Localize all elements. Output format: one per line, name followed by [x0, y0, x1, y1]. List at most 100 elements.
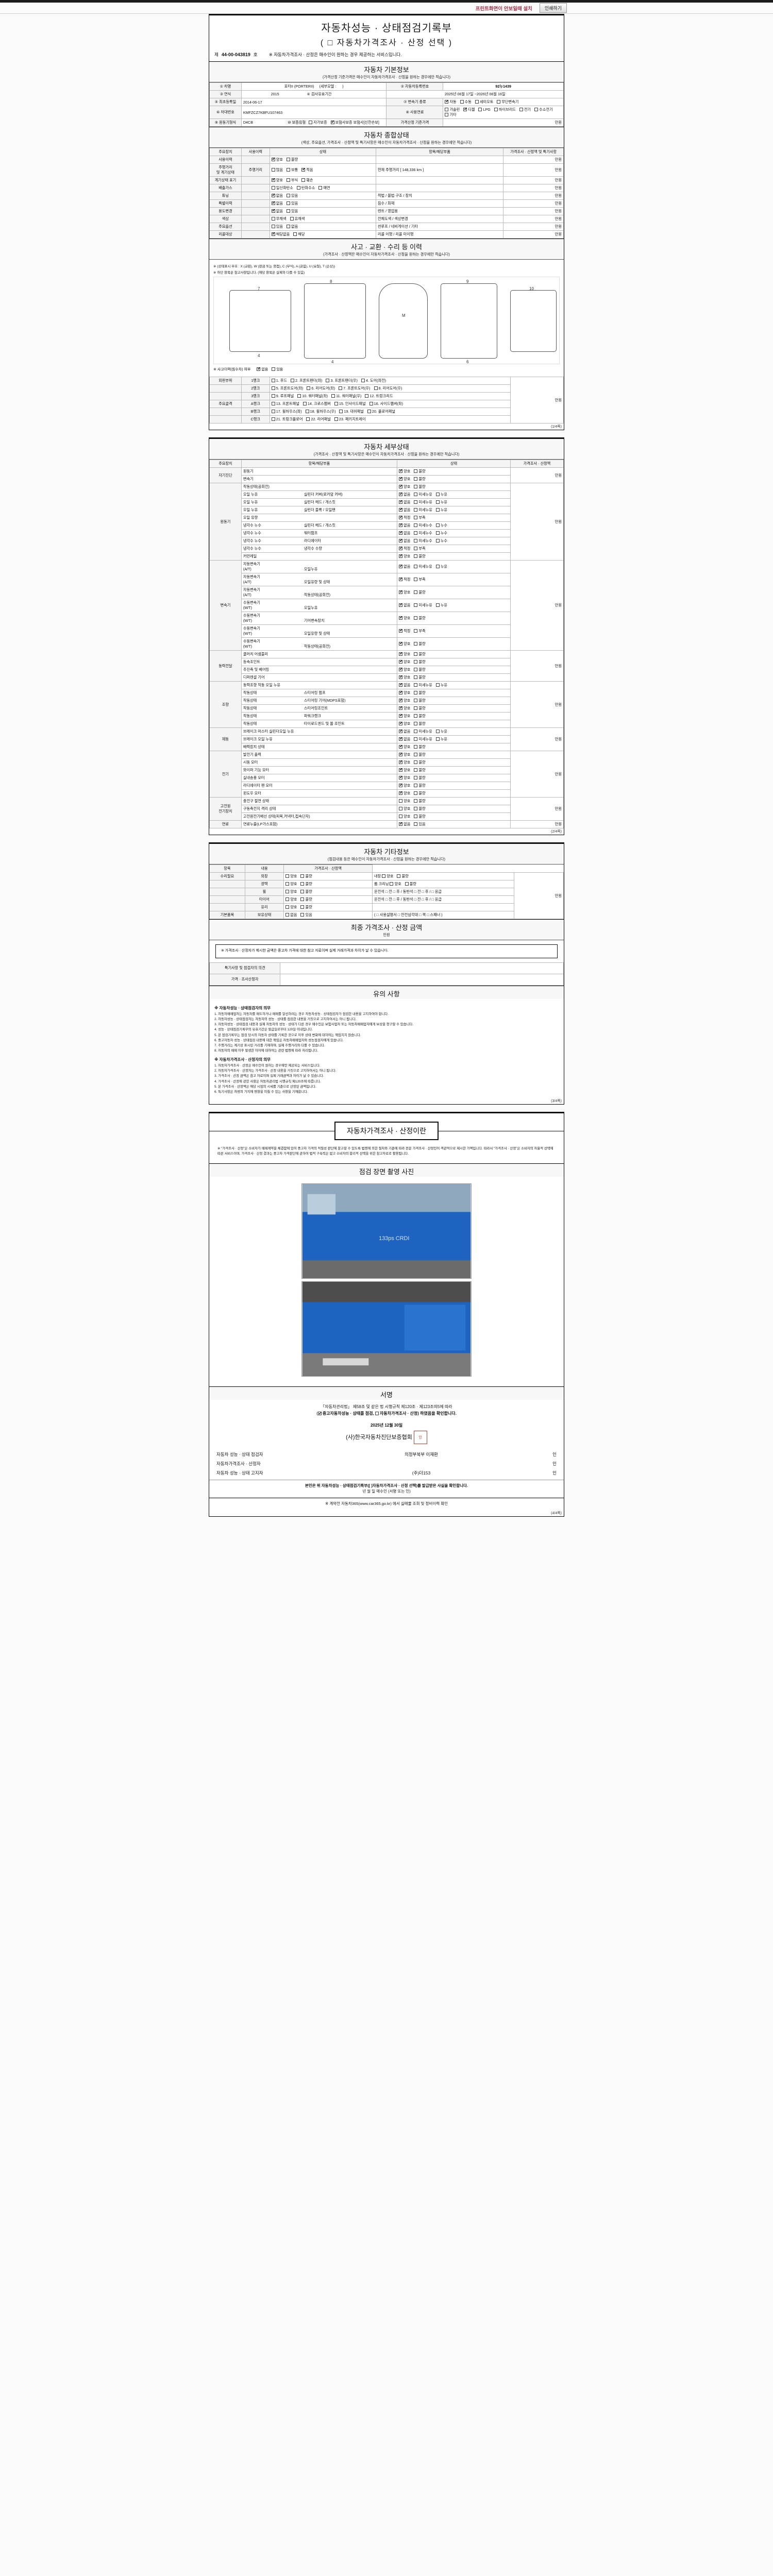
detail-4-2-option-1[interactable]: 불량 [414, 698, 426, 703]
detail-4-1-option-0[interactable]: 양호 [399, 690, 410, 696]
checkbox-detail-4-2-0[interactable] [399, 698, 403, 702]
acc-item-4-2[interactable]: 19. 대쉬패널 [339, 409, 364, 414]
checkbox-performance-check[interactable] [317, 1411, 322, 1417]
etc-b-0-option-1[interactable]: 불량 [397, 874, 409, 879]
checkbox-detail-4-0-0[interactable] [399, 682, 403, 687]
detail-4-4-option-1[interactable]: 불량 [414, 714, 426, 719]
checkbox-detail-3-0-0[interactable] [399, 651, 403, 656]
checkbox-detail-6-4-1[interactable] [414, 784, 418, 787]
overall-0-option-0[interactable]: 양호 [271, 157, 283, 162]
detail-5-0-option-0[interactable]: 없음 [399, 728, 410, 734]
detail-1-4-option-1[interactable]: 부족 [414, 515, 426, 520]
checkbox-overall-8-1[interactable] [287, 225, 291, 228]
detail-5-0-option-1[interactable]: 미세누유 [414, 729, 432, 734]
checkbox-detail-2-3-2[interactable] [435, 603, 440, 607]
checkbox-fuel-2[interactable] [478, 108, 482, 111]
etc-a-0-option-0[interactable]: 양호 [285, 874, 297, 879]
fuel-option-4[interactable]: 전기 [519, 107, 531, 112]
checkbox-detail-3-3-0[interactable] [399, 674, 403, 679]
checkbox-detail-7-0-1[interactable] [414, 799, 418, 803]
acc-item-1-2[interactable]: 7. 프론트도어(우) [339, 386, 371, 391]
detail-2-0-option-1[interactable]: 미세누유 [414, 564, 432, 569]
checkbox-acc-3-2[interactable] [334, 402, 338, 405]
checkbox-detail-6-1-1[interactable] [414, 760, 418, 764]
detail-1-6-option-0[interactable]: 없음 [399, 530, 410, 536]
overall-3-option-2[interactable]: 매연 [318, 185, 330, 191]
acc-item-0-1[interactable]: 2. 프론트팬더(좌) [291, 378, 322, 383]
acc-item-2-3[interactable]: 12. 트렁크리드 [365, 394, 393, 399]
detail-1-3-option-2[interactable]: 누유 [435, 507, 447, 513]
detail-2-6-option-0[interactable]: 양호 [399, 641, 410, 647]
detail-7-2-option-1[interactable]: 불량 [414, 814, 426, 819]
detail-4-3-option-1[interactable]: 불량 [414, 706, 426, 711]
print-button[interactable]: 인쇄하기 [539, 3, 567, 13]
checkbox-acc-3-0[interactable] [271, 402, 275, 405]
checkbox-flood-0[interactable] [257, 366, 261, 371]
overall-5-option-0[interactable]: 없음 [271, 200, 283, 206]
checkbox-detail-6-0-1[interactable] [414, 753, 418, 756]
checkbox-acc-5-2[interactable] [334, 417, 338, 421]
checkbox-fuel-3[interactable] [494, 108, 498, 111]
checkbox-detail-1-7-0[interactable] [399, 538, 403, 543]
checkbox-etc-a-5-0[interactable] [285, 913, 290, 917]
detail-1-2-option-0[interactable]: 없음 [399, 499, 410, 505]
checkbox-detail-5-0-1[interactable] [414, 730, 418, 733]
detail-6-3-option-1[interactable]: 불량 [414, 775, 426, 781]
checkbox-acc-1-2[interactable] [339, 386, 343, 390]
detail-1-2-option-2[interactable]: 누유 [435, 500, 447, 505]
checkbox-acc-2-1[interactable] [297, 394, 301, 398]
checkbox-transmission-2[interactable] [475, 100, 479, 104]
overall-6-option-0[interactable]: 없음 [271, 208, 283, 214]
checkbox-detail-4-2-1[interactable] [414, 699, 418, 702]
checkbox-fuel-1[interactable] [463, 107, 467, 111]
checkbox-detail-7-1-1[interactable] [414, 807, 418, 810]
detail-1-1-option-0[interactable]: 없음 [399, 492, 410, 497]
checkbox-acc-1-0[interactable] [271, 386, 275, 390]
checkbox-detail-2-4-0[interactable] [399, 615, 403, 620]
checkbox-detail-8-0-0[interactable] [399, 821, 403, 826]
checkbox-acc-1-3[interactable] [374, 386, 378, 390]
checkbox-detail-4-5-1[interactable] [414, 722, 418, 725]
etc-b-1-option-0[interactable]: 양호 [390, 882, 401, 887]
checkbox-detail-1-3-2[interactable] [435, 508, 440, 512]
detail-3-0-option-1[interactable]: 불량 [414, 652, 426, 657]
acc-item-0-3[interactable]: 4. 도어(좌전) [361, 378, 386, 383]
checkbox-detail-8-0-1[interactable] [414, 822, 418, 826]
acc-item-5-0[interactable]: 21. 트렁크플로어 [271, 417, 303, 422]
detail-2-2-option-0[interactable]: 양호 [399, 589, 410, 595]
checkbox-detail-0-0-1[interactable] [414, 469, 418, 473]
checkbox-detail-1-6-0[interactable] [399, 530, 403, 535]
overall-3-option-1[interactable]: 탄화수소 [296, 185, 315, 191]
acc-item-0-0[interactable]: 1. 후드 [271, 378, 287, 383]
etc-a-4-option-0[interactable]: 양호 [285, 905, 297, 910]
checkbox-detail-1-2-0[interactable] [399, 499, 403, 504]
detail-3-0-option-0[interactable]: 양호 [399, 651, 410, 657]
checkbox-detail-4-1-1[interactable] [414, 691, 418, 694]
checkbox-detail-6-3-1[interactable] [414, 776, 418, 779]
acc-item-2-0[interactable]: 9. 루프패널 [271, 394, 294, 399]
detail-8-0-option-0[interactable]: 없음 [399, 821, 410, 827]
overall-6-option-1[interactable]: 있음 [287, 209, 298, 214]
detail-4-1-option-1[interactable]: 불량 [414, 690, 426, 696]
checkbox-detail-3-2-0[interactable] [399, 667, 403, 671]
overall-4-option-0[interactable]: 없음 [271, 193, 283, 198]
checkbox-overall-6-1[interactable] [287, 209, 291, 213]
checkbox-overall-2-1[interactable] [287, 178, 291, 182]
checkbox-overall-8-0[interactable] [271, 225, 275, 228]
checkbox-detail-7-2-1[interactable] [414, 815, 418, 818]
checkbox-detail-4-4-0[interactable] [399, 713, 403, 718]
detail-2-1-option-1[interactable]: 부족 [414, 577, 426, 582]
detail-6-5-option-1[interactable]: 불량 [414, 791, 426, 796]
checkbox-detail-6-5-1[interactable] [414, 791, 418, 795]
detail-6-3-option-0[interactable]: 양호 [399, 775, 410, 781]
checkbox-acc-4-2[interactable] [339, 410, 343, 413]
checkbox-acc-0-0[interactable] [271, 379, 275, 382]
detail-5-1-option-1[interactable]: 미세누유 [414, 737, 432, 742]
checkbox-overall-1-2[interactable] [301, 167, 306, 172]
overall-2-option-1[interactable]: 부식 [287, 178, 298, 183]
checkbox-acc-3-1[interactable] [303, 402, 307, 405]
checkbox-detail-2-6-1[interactable] [414, 642, 418, 646]
detail-1-7-option-0[interactable]: 없음 [399, 538, 410, 544]
checkbox-fuel-0[interactable] [445, 108, 449, 111]
etc-b-0-option-0[interactable]: 양호 [382, 874, 393, 879]
